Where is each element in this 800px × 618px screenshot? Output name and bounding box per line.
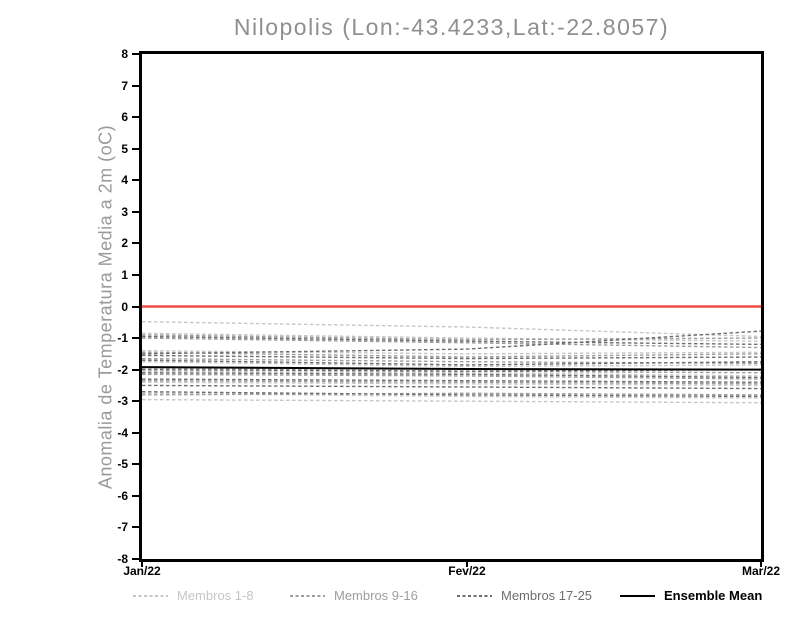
y-tick [132,558,139,560]
legend-item: Ensemble Mean [620,589,762,603]
x-tick-label: Mar/22 [741,564,781,578]
legend-label: Ensemble Mean [664,588,763,603]
dashed-line-swatch-icon [457,595,492,597]
member-line [142,370,761,377]
legend-label: Membros 17-25 [501,588,593,603]
y-tick [132,463,139,466]
legend-item: Membros 17-25 [457,589,592,603]
x-tick [760,560,762,567]
member-line [142,373,761,380]
y-tick-label: 3 [121,204,128,219]
y-tick [132,179,139,182]
member-line [142,368,761,372]
chart-title: Nilopolis (Lon:-43.4233,Lat:-22.8057) [233,14,670,40]
y-tick [132,337,139,340]
member-line [142,354,761,360]
x-tick-label: Fev/22 [448,564,486,578]
y-tick [132,400,139,403]
member-line [142,334,761,341]
y-tick [132,147,139,150]
x-tick-label: Jan/22 [123,564,161,578]
x-tick [465,560,468,567]
member-line [142,357,761,365]
y-tick-label: 8 [121,47,128,61]
member-line [142,372,761,379]
y-tick-label: -2 [117,362,128,377]
solid-line-swatch-icon [620,595,655,597]
y-tick [132,273,139,276]
y-tick-label: -7 [117,520,128,535]
plot-area [142,305,761,404]
member-line [142,359,761,366]
y-tick [132,526,139,529]
y-tick-label: -4 [117,425,128,440]
y-tick-label: 5 [121,141,128,156]
y-tick [132,242,139,245]
legend-item: Membros 1-8 [133,589,254,603]
y-tick-label: -6 [117,488,128,503]
y-tick-label: -3 [117,394,128,409]
dashed-line-swatch-icon [133,595,168,597]
y-tick [132,116,139,119]
member-line [142,392,761,396]
member-line [142,361,761,368]
member-line [142,320,761,338]
member-line [142,330,761,355]
legend-label: Membros 9-16 [334,588,418,603]
y-tick-label: 4 [121,173,128,188]
member-line [142,335,761,346]
y-tick-label: 2 [121,236,128,251]
member-line [142,332,761,342]
member-line [142,337,761,349]
y-tick [132,53,139,55]
y-tick-label: 1 [121,267,128,282]
member-line [142,378,761,383]
x-tick [141,560,143,567]
y-tick-label: 0 [121,299,128,314]
y-tick-label: 7 [121,78,128,93]
member-line [142,381,761,387]
ensemble-mean-line [142,366,761,371]
y-tick [132,431,139,434]
member-line [142,391,761,398]
member-line [142,398,761,404]
y-tick-label: -1 [117,331,128,346]
y-tick-label: 6 [121,110,128,125]
y-tick [132,84,139,87]
dashed-line-swatch-icon [290,595,325,597]
y-tick [132,494,139,497]
y-tick [132,305,139,308]
member-line [142,384,761,390]
y-tick-label: -5 [117,457,128,472]
y-tick [132,210,139,213]
y-tick [132,368,139,371]
member-line [142,379,761,385]
y-tick-label: -8 [117,552,128,566]
legend-item: Membros 9-16 [290,589,418,603]
legend-label: Membros 1-8 [177,588,254,603]
member-line [142,351,761,358]
